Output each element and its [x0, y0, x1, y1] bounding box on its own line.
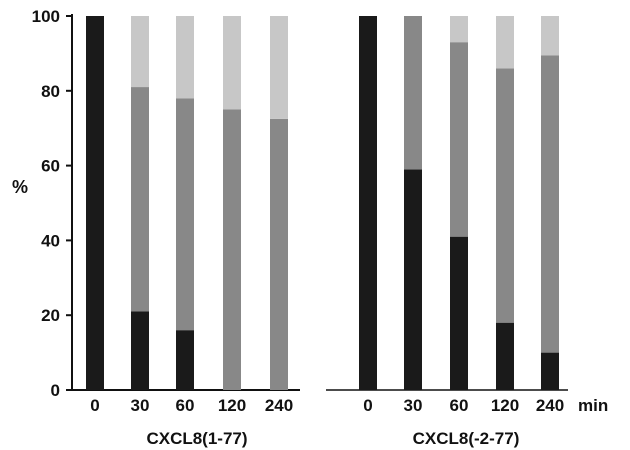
- x-tick-label: 0: [363, 396, 372, 415]
- bar-segment-middle: [496, 68, 514, 323]
- y-tick-label: 100: [32, 7, 60, 26]
- bar-segment-top: [223, 16, 241, 110]
- x-tick-label: 240: [536, 396, 564, 415]
- x-tick-label: 30: [404, 396, 423, 415]
- bar-segment-bottom: [359, 16, 377, 390]
- bar-segment-middle: [404, 16, 422, 170]
- x-tick-label: 60: [176, 396, 195, 415]
- bar-segment-middle: [270, 118, 288, 390]
- x-tick-label: 30: [131, 396, 150, 415]
- bar-segment-middle: [176, 98, 194, 331]
- bar-segment-top: [270, 16, 288, 119]
- bar-segment-middle: [541, 55, 559, 353]
- bar-segment-bottom: [176, 330, 194, 390]
- bar-segment-bottom: [496, 322, 514, 390]
- bar-segment-top: [541, 16, 559, 56]
- bar-segment-top: [131, 16, 149, 88]
- x-tick-label: 0: [90, 396, 99, 415]
- x-tick-label: 240: [265, 396, 293, 415]
- bar-segment-bottom: [131, 311, 149, 390]
- bar-segment-middle: [450, 42, 468, 237]
- x-tick-labels: 0 30 60 120 240 0 30 60 120 240: [90, 396, 564, 415]
- bar-segment-middle: [131, 87, 149, 312]
- x-unit-label: min: [578, 396, 608, 415]
- x-tick-label: 120: [218, 396, 246, 415]
- bar-segment-middle: [223, 109, 241, 390]
- y-axis-label: %: [12, 177, 28, 197]
- group-label-cxcl8-minus2-77: CXCL8(-2-77): [413, 429, 520, 448]
- y-tick-label: 60: [41, 157, 60, 176]
- y-tick-label: 20: [41, 306, 60, 325]
- bar-segment-bottom: [541, 352, 559, 390]
- x-tick-label: 120: [491, 396, 519, 415]
- bar-segment-top: [450, 16, 468, 43]
- bar-segment-top: [176, 16, 194, 99]
- group-label-cxcl8-1-77: CXCL8(1-77): [146, 429, 247, 448]
- y-tick-label: 40: [41, 231, 60, 250]
- bars: [86, 16, 559, 390]
- bar-segment-top: [496, 16, 514, 69]
- x-tick-label: 60: [450, 396, 469, 415]
- y-tick-label: 0: [51, 381, 60, 400]
- y-tick-label: 80: [41, 82, 60, 101]
- y-ticks: 0 20 40 60 80 100: [32, 7, 72, 400]
- bar-segment-bottom: [86, 16, 104, 390]
- bar-segment-bottom: [404, 169, 422, 390]
- bar-segment-bottom: [450, 236, 468, 390]
